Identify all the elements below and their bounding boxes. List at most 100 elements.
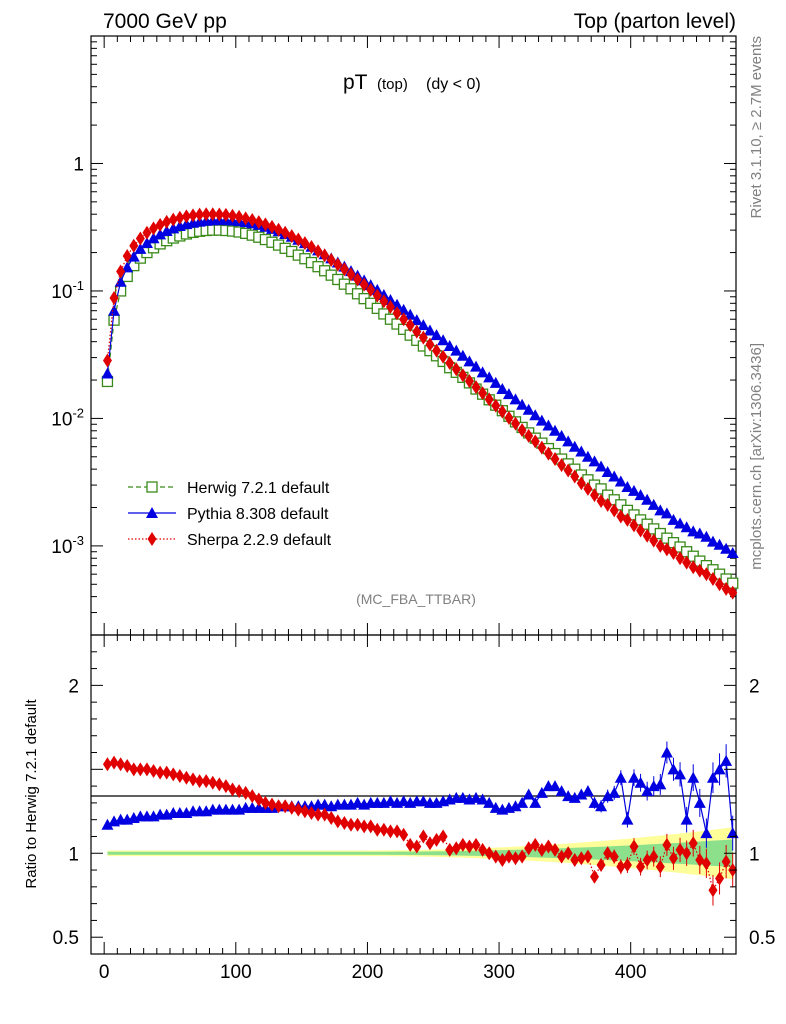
data-point	[715, 577, 725, 592]
data-point	[583, 481, 593, 496]
data-point	[313, 244, 323, 259]
ratio-point	[588, 796, 601, 808]
ratio-point	[674, 768, 687, 780]
data-point	[608, 470, 621, 482]
data-point	[432, 343, 442, 358]
mcplots-label: mcplots.cern.ch [arXiv:1306.3436]	[748, 343, 765, 570]
ratio-point	[300, 804, 310, 819]
data-point	[366, 282, 376, 297]
ratio-point	[589, 869, 599, 884]
data-point	[392, 306, 402, 321]
data-point	[195, 207, 205, 222]
data-point	[109, 291, 119, 306]
plot-title-cond: (dy < 0)	[426, 76, 481, 93]
series-sherpa	[102, 207, 738, 600]
data-point	[450, 344, 463, 356]
main-plot-panel: 10-3 10-2 10-1 1 pT (top) (dy < 0) (MC_FBA_…	[51, 35, 739, 636]
ratio-point	[142, 762, 152, 777]
data-point	[372, 288, 382, 303]
legend-label: Pythia 8.308 default	[187, 506, 329, 523]
ratio-point	[109, 755, 119, 770]
data-point	[660, 507, 673, 519]
data-point	[668, 545, 678, 560]
data-point	[581, 450, 594, 462]
data-point	[417, 319, 430, 331]
data-point	[464, 374, 474, 389]
ratio-point	[517, 849, 527, 864]
data-point	[614, 475, 627, 487]
data-point	[353, 272, 363, 287]
data-point	[674, 517, 687, 529]
data-point	[116, 264, 126, 279]
data-point	[108, 314, 120, 326]
series-line	[106, 219, 734, 554]
ratio-point	[655, 859, 665, 874]
ratio-point	[102, 757, 112, 772]
data-point	[476, 366, 489, 378]
ratio-point	[627, 771, 640, 783]
ratio-point	[287, 800, 297, 815]
data-point	[221, 207, 231, 222]
data-point	[108, 304, 121, 316]
data-point	[596, 494, 606, 509]
analysis-label: (MC_FBA_TTBAR)	[356, 591, 476, 607]
ratio-point	[563, 846, 573, 861]
data-point	[675, 551, 685, 566]
data-point	[636, 523, 646, 538]
data-point	[502, 388, 515, 400]
data-point	[234, 209, 244, 224]
ratio-point	[535, 786, 548, 798]
data-point	[588, 455, 601, 467]
ratio-point	[101, 818, 114, 830]
data-point	[647, 498, 660, 510]
data-point	[260, 217, 270, 232]
ratio-point	[267, 797, 277, 812]
data-point	[629, 518, 639, 533]
ratio-point	[629, 839, 639, 854]
data-point	[129, 238, 139, 253]
ratio-point	[687, 771, 700, 783]
data-point	[603, 497, 613, 512]
data-point	[306, 240, 316, 255]
ratio-point	[116, 757, 126, 772]
data-point	[208, 207, 218, 222]
data-point	[418, 330, 428, 345]
data-point	[537, 440, 547, 455]
data-point	[575, 445, 588, 457]
ratio-point	[511, 851, 521, 866]
ratio-point	[662, 837, 672, 852]
ratio-point	[412, 839, 422, 854]
data-point	[568, 440, 581, 452]
data-point	[300, 236, 310, 251]
data-point	[379, 294, 389, 309]
ratio-point	[471, 837, 481, 852]
x-tick-label: 0	[99, 962, 110, 983]
ratio-y-tick-label-right: 0.5	[749, 928, 775, 949]
data-point	[634, 489, 647, 501]
ratio-point	[581, 785, 594, 797]
data-point	[122, 249, 132, 264]
ratio-point	[181, 770, 191, 785]
data-point	[549, 424, 562, 436]
ratio-point	[372, 822, 382, 837]
ratio-point	[385, 824, 395, 839]
ratio-point	[228, 782, 238, 797]
data-point	[425, 337, 435, 352]
ratio-point	[313, 807, 323, 822]
data-point	[274, 222, 284, 237]
ratio-y-tick-label-left: 2	[68, 676, 79, 697]
ratio-line	[107, 750, 734, 834]
header-left: 7000 GeV pp	[103, 10, 227, 33]
ratio-point	[614, 771, 627, 783]
data-point	[622, 512, 632, 527]
ratio-point	[608, 786, 621, 798]
ratio-point	[720, 754, 733, 766]
ratio-point	[483, 796, 496, 808]
y-tick-label: 10-2	[51, 405, 84, 430]
data-point	[471, 380, 481, 395]
ratio-point	[162, 765, 172, 780]
data-point	[491, 398, 501, 413]
ratio-plot-frame	[90, 634, 737, 955]
ratio-point	[195, 774, 205, 789]
ratio-point	[379, 822, 389, 837]
